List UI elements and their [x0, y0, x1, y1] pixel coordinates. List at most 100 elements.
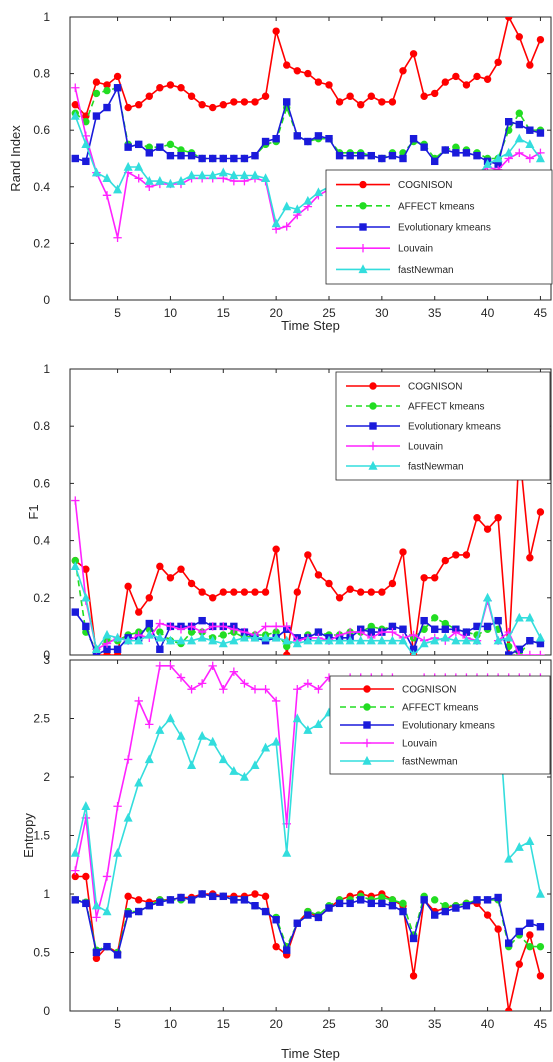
series-evolutionary-kmeans	[71, 890, 545, 959]
data-point	[176, 176, 186, 185]
data-point	[197, 730, 207, 740]
x-tick-label: 30	[375, 1017, 389, 1031]
data-point	[219, 892, 227, 901]
legend-marker	[359, 180, 367, 189]
data-point	[314, 685, 323, 694]
data-point	[92, 948, 101, 957]
data-point	[419, 638, 429, 648]
data-point	[451, 635, 461, 645]
data-point	[314, 913, 323, 922]
data-point	[494, 58, 502, 66]
data-point	[514, 612, 524, 622]
x-tick-label: 20	[269, 1017, 283, 1031]
data-point	[145, 902, 153, 910]
data-point	[145, 720, 154, 729]
data-point	[239, 632, 249, 642]
data-point	[113, 72, 122, 81]
data-point	[261, 685, 270, 694]
series-fastnewman	[70, 561, 545, 655]
data-point	[197, 679, 207, 688]
data-point	[526, 931, 534, 939]
data-point	[208, 661, 217, 671]
data-point	[113, 233, 122, 242]
data-point	[166, 574, 175, 582]
data-point	[536, 35, 545, 44]
data-point	[525, 139, 535, 149]
data-point	[525, 612, 535, 622]
data-point	[335, 151, 344, 160]
data-point	[505, 651, 513, 655]
data-point	[92, 78, 101, 86]
data-point	[218, 638, 228, 648]
chart-panel-3: 5 10 15 20 25 30 35 40 45 0 0.5 1 1.5 2 2.5 3 Time Step E…	[21, 653, 552, 1061]
data-point	[271, 622, 281, 631]
data-point	[135, 896, 143, 904]
x-tick-label: 5	[114, 306, 121, 320]
data-point	[282, 847, 292, 857]
data-point	[177, 893, 185, 902]
data-point	[526, 61, 534, 69]
y-axis-label: Rand Index	[8, 125, 23, 192]
data-point	[303, 635, 313, 645]
x-tick-label: 10	[164, 306, 178, 320]
data-point	[187, 151, 196, 160]
data-point	[525, 650, 535, 655]
data-point	[165, 178, 175, 188]
x-tick-label: 20	[269, 306, 283, 320]
legend-marker	[359, 202, 367, 210]
legend-label: AFFECT kmeans	[408, 402, 485, 413]
data-point	[113, 184, 123, 194]
data-point	[91, 900, 101, 910]
data-point	[251, 98, 259, 106]
legend-marker	[358, 244, 368, 253]
data-point	[145, 594, 153, 602]
data-point	[208, 635, 218, 645]
data-point	[345, 627, 355, 637]
data-point	[230, 154, 238, 163]
data-point	[81, 139, 91, 149]
data-point	[102, 173, 112, 183]
y-tick-label: 0.4	[33, 180, 50, 194]
data-point	[304, 137, 312, 146]
data-point	[526, 126, 534, 134]
x-tick-label: 35	[428, 306, 442, 320]
legend-marker	[368, 441, 378, 451]
data-point	[187, 760, 197, 769]
data-point	[535, 632, 545, 642]
data-point	[536, 129, 545, 137]
data-point	[303, 679, 313, 688]
data-point	[177, 565, 185, 573]
y-tick-label: 1	[43, 362, 50, 376]
legend-marker	[369, 382, 377, 390]
data-point	[176, 730, 186, 740]
legend-marker	[359, 223, 367, 231]
data-point	[441, 556, 449, 565]
x-tick-label: 45	[534, 1017, 548, 1031]
data-point	[377, 635, 387, 645]
data-point	[473, 896, 481, 904]
x-axis-label: Time Step	[281, 1046, 340, 1061]
legend-label: COGNISON	[402, 685, 456, 696]
data-point	[198, 154, 206, 163]
data-point	[283, 98, 291, 106]
data-point	[166, 622, 175, 631]
data-point	[282, 201, 292, 211]
data-point	[399, 548, 407, 556]
data-point	[505, 939, 513, 947]
data-point	[187, 92, 196, 100]
data-point	[431, 625, 439, 633]
data-point	[473, 72, 481, 81]
data-point	[292, 638, 302, 648]
data-point	[102, 906, 112, 916]
data-point	[219, 631, 227, 639]
data-point	[282, 622, 291, 631]
data-point	[515, 960, 523, 968]
data-point	[145, 619, 153, 628]
data-point	[345, 635, 355, 645]
data-point	[156, 562, 164, 571]
data-point	[155, 619, 165, 628]
data-point	[71, 101, 79, 109]
data-point	[431, 89, 439, 98]
data-point	[144, 629, 154, 639]
data-point	[272, 916, 280, 924]
